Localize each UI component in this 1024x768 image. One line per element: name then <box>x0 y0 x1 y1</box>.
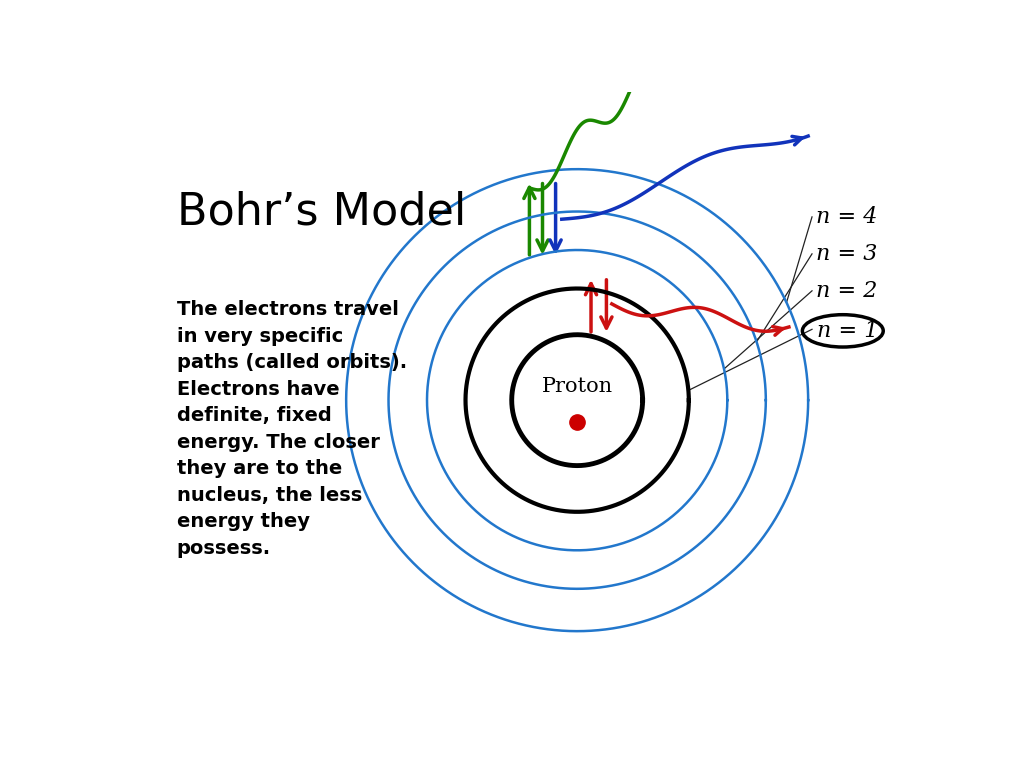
Text: Bohr’s Model: Bohr’s Model <box>177 190 466 233</box>
Text: n = 2: n = 2 <box>816 280 878 302</box>
Text: n = 3: n = 3 <box>816 243 878 265</box>
Text: The electrons travel
in very specific
paths (called orbits).
Electrons have
defi: The electrons travel in very specific pa… <box>177 300 407 558</box>
Text: n = 4: n = 4 <box>816 206 878 228</box>
Text: Proton: Proton <box>542 377 612 396</box>
Text: n = 1: n = 1 <box>817 319 879 342</box>
